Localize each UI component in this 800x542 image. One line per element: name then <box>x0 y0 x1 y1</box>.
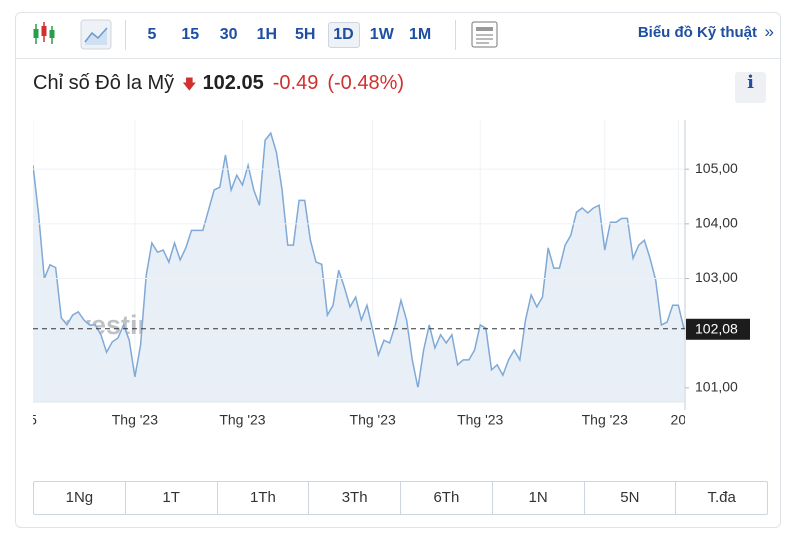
current-price-label: 102,08 <box>695 320 738 336</box>
price: 102.05 <box>202 72 264 94</box>
interval-button[interactable]: 15 <box>181 26 200 43</box>
title: Chỉ số Đô la Mỹ <box>33 72 175 94</box>
y-tick-label: 101,00 <box>695 378 738 394</box>
range-button[interactable]: 5N <box>583 482 676 514</box>
y-tick-label: 105,00 <box>695 160 738 176</box>
interval-button[interactable]: 5 <box>147 26 157 43</box>
line <box>33 131 685 388</box>
y-tick-label: 103,00 <box>695 269 738 285</box>
change-pct: (-0.48%) <box>327 72 405 94</box>
x-tick-label: Thg '23 <box>582 412 628 428</box>
down-arrow: 🡇 <box>182 76 197 92</box>
interval-button[interactable]: 5H <box>294 26 316 43</box>
link-arrow: » <box>764 22 774 41</box>
range-button[interactable]: 1T <box>124 482 217 514</box>
range-button[interactable]: T.đa <box>675 482 767 514</box>
line-icon[interactable] <box>80 19 112 50</box>
x-labels: 5 Thg '23 Thg '23 Thg '23 Thg '23 Thg '23 20 <box>29 412 687 428</box>
y-tick-label: 104,00 <box>695 215 738 231</box>
separator <box>125 20 126 50</box>
interval-button[interactable]: 1W <box>369 26 394 43</box>
x-tick-label: 5 <box>29 412 37 428</box>
info-button[interactable]: i <box>735 72 766 103</box>
separator <box>455 20 456 50</box>
x-tick-label: Thg '23 <box>112 412 158 428</box>
x-tick-label: Thg '23 <box>457 412 503 428</box>
range-button[interactable]: 3Th <box>308 482 400 514</box>
current-price-box <box>686 318 750 340</box>
news-icon[interactable] <box>471 21 498 48</box>
range-button[interactable]: 1N <box>491 482 584 514</box>
x-tick-label: Thg '23 <box>219 412 265 428</box>
interval-button[interactable]: 30 <box>219 26 238 43</box>
candle-icon[interactable] <box>33 22 55 44</box>
range-bar: 1Ng 1T 1Th 3Th 6Th 1N 5N T.đa <box>33 481 768 515</box>
header: Chỉ số Đô la Mỹ 🡇 102.05 -0.49 (-0.48%) <box>33 72 404 98</box>
interval-button[interactable]: 1D <box>327 22 360 48</box>
change: -0.49 <box>272 72 319 94</box>
card <box>15 12 781 528</box>
interval-button[interactable]: 1H <box>256 26 278 43</box>
range-button[interactable]: 6Th <box>400 482 492 514</box>
area <box>33 133 684 402</box>
plot: Investing.com <box>33 120 685 402</box>
x-tick-label: 20 <box>671 412 687 428</box>
divider <box>16 58 780 59</box>
x-tick-label: Thg '23 <box>350 412 396 428</box>
interval-button[interactable]: 1M <box>408 26 432 43</box>
tech-chart-link[interactable]: Biểu đồ Kỹ thuật <box>637 24 757 41</box>
range-button[interactable]: 1Ng <box>65 489 94 506</box>
range-button[interactable]: 1Th <box>216 482 309 514</box>
